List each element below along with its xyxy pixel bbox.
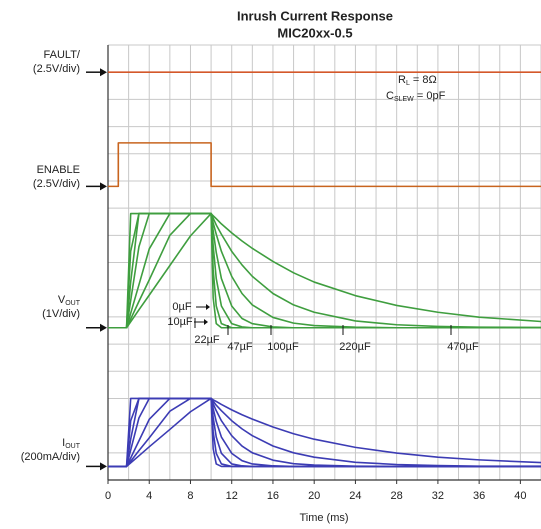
- trace: [108, 212, 541, 329]
- capacitance-label: 0µF: [172, 301, 191, 313]
- label-arrowhead: [206, 304, 210, 310]
- capacitance-label: 22µF: [194, 334, 220, 346]
- channel-name-main: FAULT/: [44, 49, 81, 61]
- annotation-rest: = 0pF: [414, 90, 446, 102]
- annotation-main: R: [398, 74, 406, 86]
- x-tick-label: 4: [146, 490, 152, 502]
- channel-arrowhead: [100, 182, 107, 191]
- channel-name-main: V: [58, 294, 66, 306]
- channel-name: ENABLE: [37, 164, 80, 176]
- annotation-sub: L: [406, 80, 410, 87]
- channel-scale: (200mA/div): [21, 451, 80, 463]
- capacitance-label: 10µF: [167, 316, 193, 328]
- x-tick-label: 8: [187, 490, 193, 502]
- x-tick-label: 20: [308, 490, 320, 502]
- x-tick-label: 28: [391, 490, 403, 502]
- channel-arrowhead: [100, 462, 107, 471]
- channel-name-sub: OUT: [65, 443, 81, 450]
- annotation: CSLEW = 0pF: [386, 90, 446, 103]
- channel-name-main: I: [62, 437, 65, 449]
- channel-name-sub: OUT: [65, 300, 81, 307]
- capacitance-label: 47µF: [227, 341, 253, 353]
- capacitance-label: 100µF: [267, 341, 299, 353]
- trace: [108, 397, 541, 468]
- x-tick-label: 24: [349, 490, 361, 502]
- channel-arrowhead: [100, 323, 107, 332]
- channel-scale: (2.5V/div): [33, 178, 80, 190]
- channel-arrowhead: [100, 68, 107, 77]
- annotation: RL = 8Ω: [398, 74, 437, 87]
- chart-title: Inrush Current Response: [237, 8, 393, 23]
- chart-subtitle: MIC20xx-0.5: [277, 25, 352, 40]
- capacitance-label: 220µF: [339, 341, 371, 353]
- trace: [108, 397, 541, 468]
- x-axis-label: Time (ms): [299, 512, 348, 524]
- annotation-sub: SLEW: [394, 96, 414, 103]
- x-tick-label: 32: [432, 490, 444, 502]
- channel-scale: (1V/div): [42, 308, 80, 320]
- trace: [108, 212, 541, 329]
- x-tick-label: 36: [473, 490, 485, 502]
- x-tick-label: 16: [267, 490, 279, 502]
- label-arrowhead: [204, 319, 208, 325]
- channel-name: VOUT: [58, 294, 81, 307]
- annotation-rest: = 8Ω: [410, 74, 437, 86]
- annotation-main: C: [386, 90, 394, 102]
- channel-name-main: ENABLE: [37, 164, 80, 176]
- x-tick-label: 12: [226, 490, 238, 502]
- channel-scale: (2.5V/div): [33, 63, 80, 75]
- channel-name: IOUT: [62, 437, 81, 450]
- trace: [108, 397, 541, 468]
- trace: [108, 142, 541, 188]
- channel-name: FAULT/: [44, 49, 81, 61]
- x-tick-label: 40: [514, 490, 526, 502]
- trace: [108, 212, 541, 329]
- x-tick-label: 0: [105, 490, 111, 502]
- capacitance-label: 470µF: [447, 341, 479, 353]
